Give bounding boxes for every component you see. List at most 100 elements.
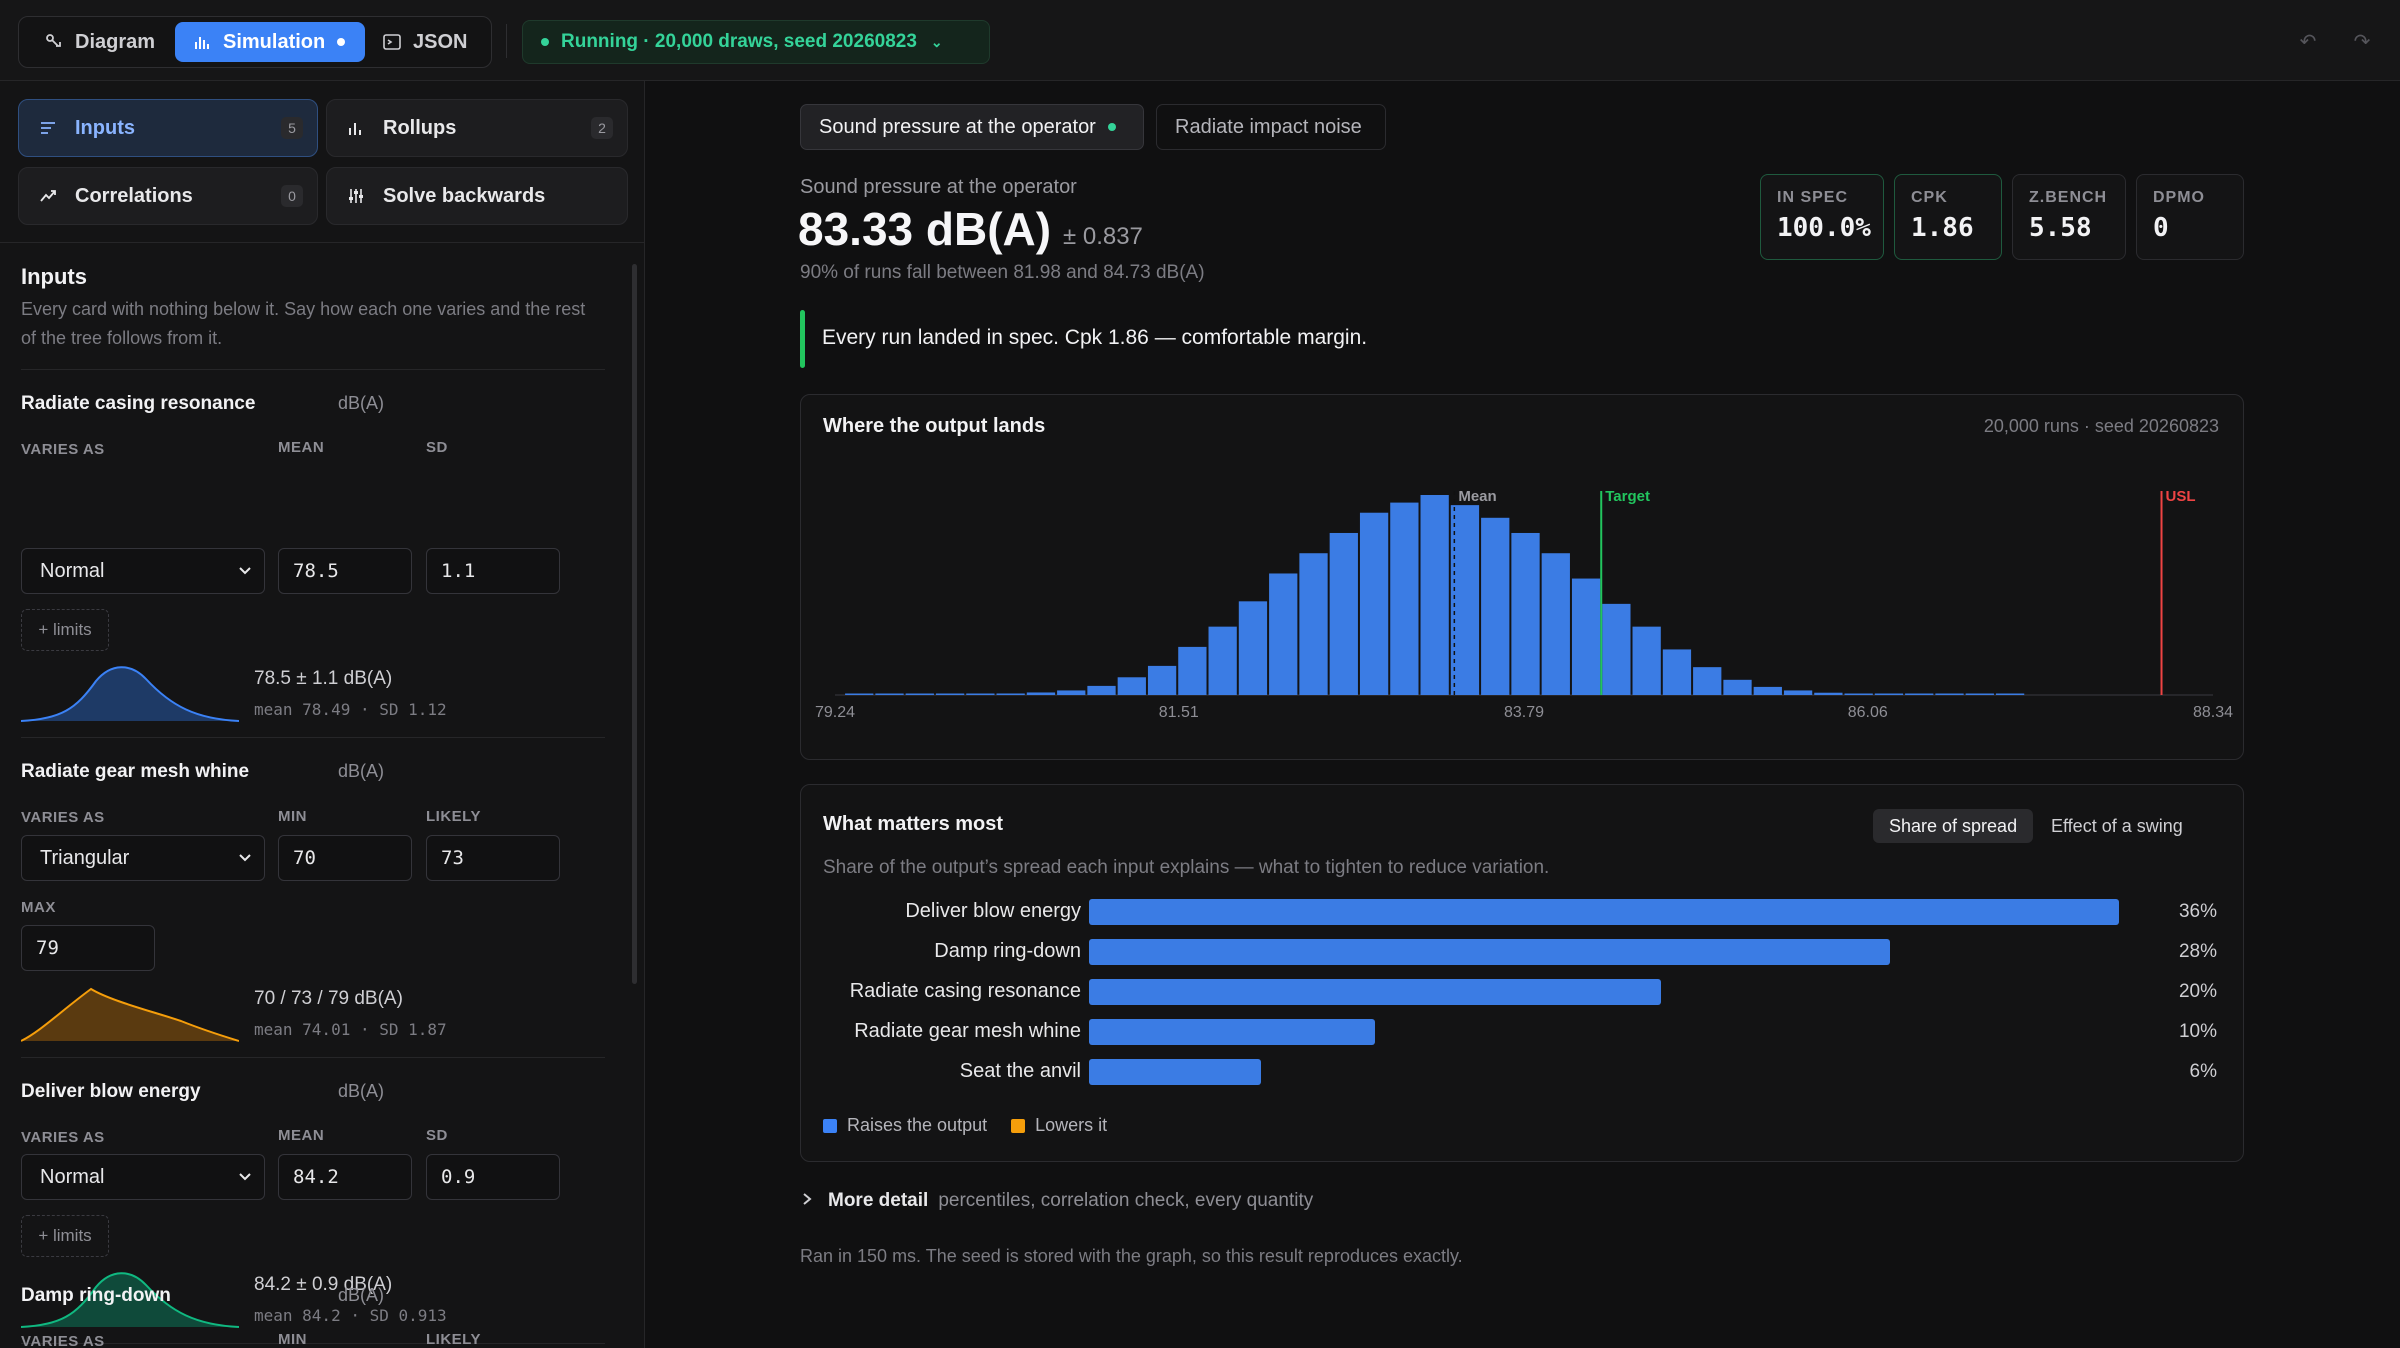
importance-label: Seat the anvil	[959, 1060, 1081, 1082]
bar-chart-icon	[345, 117, 367, 139]
nav-inputs[interactable]: Inputs 5	[18, 99, 318, 157]
legend-swatch-lowers	[1011, 1118, 1026, 1133]
distribution-select[interactable]: Triangular	[21, 835, 265, 881]
histogram-bar	[1178, 646, 1207, 695]
histogram-bar	[1814, 692, 1843, 695]
varies-as-label: VARIES AS	[21, 441, 105, 458]
kpi-value: 1.86	[1911, 213, 1974, 243]
tab-label: Sound pressure at the operator	[819, 115, 1096, 138]
legend-lowers: Lowers it	[1035, 1115, 1108, 1135]
redo-icon[interactable]: ↷	[2353, 30, 2371, 53]
sidebar-scrollbar[interactable]	[632, 264, 637, 984]
max-input[interactable]: 79	[21, 925, 155, 971]
histogram-bar	[1329, 532, 1358, 695]
importance-bar	[1089, 1059, 1261, 1085]
view-switcher: Diagram Simulation JSON	[18, 16, 492, 68]
output-value: 83.33 dB(A)	[798, 203, 1052, 255]
histogram-bar	[1026, 692, 1056, 695]
distribution-select[interactable]: Normal	[21, 1154, 265, 1200]
importance-description: Share of the output’s spread each input …	[823, 857, 1550, 878]
distribution-value: Normal	[40, 559, 105, 582]
tab-radiate-impact[interactable]: Radiate impact noise	[1156, 104, 1386, 150]
x-tick-label: 83.79	[1504, 704, 1544, 721]
add-limits-button[interactable]: + limits	[21, 1215, 109, 1257]
toggle-share-of-spread[interactable]: Share of spread	[1873, 809, 2034, 843]
kpi-value: 5.58	[2029, 213, 2092, 243]
histogram-bar	[1783, 690, 1813, 695]
importance-label: Deliver blow energy	[905, 900, 1081, 922]
mean-input[interactable]: 78.5	[278, 548, 412, 594]
distribution-stats: mean 74.01 · SD 1.87	[254, 1020, 447, 1039]
nav-correlations[interactable]: Correlations 0	[18, 167, 318, 225]
bar-chart-icon	[191, 31, 213, 53]
importance-label: Radiate gear mesh whine	[854, 1020, 1081, 1042]
importance-value: 28%	[2178, 941, 2217, 962]
inputs-description: Every card with nothing below it. Say ho…	[21, 299, 586, 348]
x-tick-label: 79.24	[815, 704, 855, 721]
input-title: Radiate casing resonance	[21, 393, 256, 414]
histogram-bar	[1602, 603, 1631, 695]
nav-rollups-label: Rollups	[383, 116, 457, 139]
importance-bar	[1089, 899, 2119, 925]
nav-correlations-label: Correlations	[75, 184, 193, 207]
divider	[21, 737, 605, 738]
run-status-dropdown[interactable]: Running · 20,000 draws, seed 20260823 ⌄	[522, 20, 990, 64]
nav-solve-backwards[interactable]: Solve backwards	[326, 167, 628, 225]
running-indicator	[541, 38, 549, 46]
tab-sound-pressure[interactable]: Sound pressure at the operator	[800, 104, 1144, 150]
x-tick-label: 81.51	[1159, 704, 1199, 721]
tab-label: Radiate impact noise	[1175, 115, 1362, 138]
marker-label-target: Target	[1605, 488, 1650, 505]
kpi-cpk: CPK 1.86	[1894, 174, 2002, 260]
unsaved-dot	[337, 38, 346, 46]
histogram-bar	[966, 693, 995, 695]
importance-value: 6%	[2189, 1061, 2217, 1082]
more-detail-hint: percentiles, correlation check, every qu…	[938, 1190, 1314, 1211]
histogram-panel: Where the output lands 20,000 runs · see…	[800, 394, 2244, 760]
nav-solve-label: Solve backwards	[383, 184, 546, 207]
toolbar-divider	[506, 24, 507, 58]
min-label: MIN	[278, 808, 307, 825]
importance-label: Radiate casing resonance	[849, 980, 1081, 1002]
histogram-bar	[1844, 693, 1873, 695]
histogram-bar	[1632, 626, 1661, 695]
more-detail-toggle[interactable]: More detail percentiles, correlation che…	[800, 1190, 1313, 1212]
mean-input[interactable]: 84.2	[278, 1154, 412, 1200]
divider	[21, 1343, 605, 1344]
divider	[21, 369, 605, 370]
kpi-label: Z.BENCH	[2029, 189, 2108, 206]
distribution-select[interactable]: Normal	[21, 548, 265, 594]
distribution-sparkline	[21, 987, 239, 1042]
histogram-bar	[1117, 677, 1146, 695]
histogram-bar	[1541, 553, 1570, 695]
divider	[21, 1057, 605, 1058]
toggle-effect-of-swing[interactable]: Effect of a swing	[2051, 815, 2183, 836]
nav-rollups[interactable]: Rollups 2	[326, 99, 628, 157]
importance-label: Damp ring-down	[934, 940, 1081, 962]
histogram-chart: Mean Target USL 79.24 81.51 83.79 86.06 88.34	[815, 488, 2233, 721]
min-input[interactable]: 70	[278, 835, 412, 881]
sd-input[interactable]: 1.1	[426, 548, 560, 594]
importance-bar	[1089, 939, 1891, 965]
histogram-bar	[935, 693, 965, 695]
kpi-in-spec: IN SPEC 100.0%	[1760, 174, 1884, 260]
histogram-bar	[845, 693, 874, 695]
distribution-value: Triangular	[40, 846, 130, 869]
tab-simulation[interactable]: Simulation	[175, 22, 365, 62]
tab-diagram[interactable]: Diagram	[29, 22, 177, 62]
x-tick-label: 88.34	[2193, 704, 2233, 721]
likely-input[interactable]: 73	[426, 835, 560, 881]
histogram-bar	[996, 693, 1025, 695]
undo-icon[interactable]: ↶	[2299, 30, 2317, 53]
nav-inputs-label: Inputs	[75, 116, 135, 139]
histogram-bar	[1238, 601, 1268, 695]
run-footer: Ran in 150 ms. The seed is stored with t…	[800, 1246, 1463, 1266]
legend-swatch-raises	[823, 1118, 837, 1133]
sd-input[interactable]: 0.9	[426, 1154, 560, 1200]
tab-json[interactable]: JSON	[381, 22, 481, 62]
histogram-bar	[1420, 495, 1449, 695]
add-limits-button[interactable]: + limits	[21, 609, 109, 651]
importance-value: 20%	[2178, 981, 2217, 1002]
likely-label: LIKELY	[426, 808, 481, 825]
tab-json-label: JSON	[413, 30, 468, 53]
